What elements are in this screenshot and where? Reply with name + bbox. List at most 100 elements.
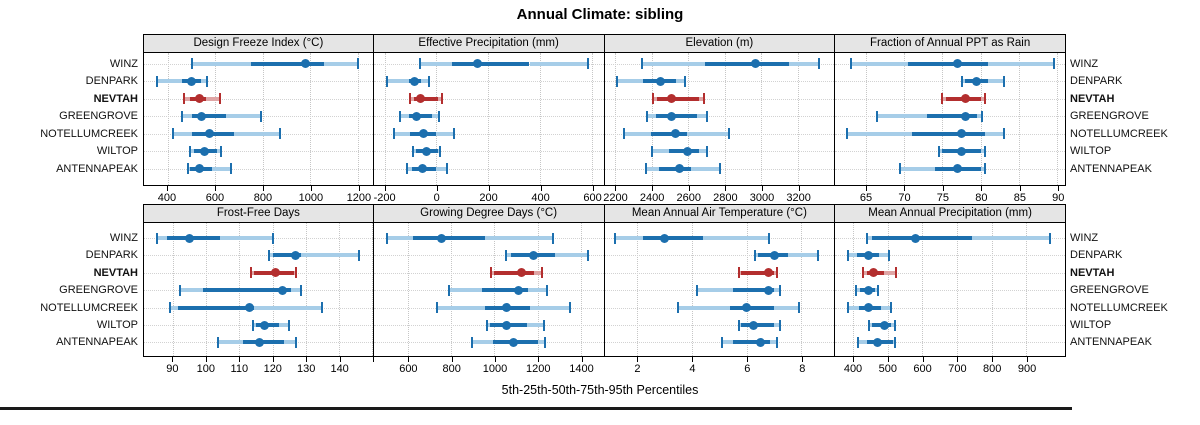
median-dot xyxy=(666,94,676,103)
axis-tick xyxy=(310,186,312,191)
percentile-band xyxy=(988,79,1004,83)
gridline-horizontal xyxy=(604,81,835,82)
percentile-band xyxy=(284,340,296,345)
percentile-band xyxy=(506,253,511,258)
axis-tick-label: 85 xyxy=(1013,192,1026,204)
gridline-vertical xyxy=(637,223,639,356)
axis-tick-label: 800 xyxy=(983,363,1002,375)
whisker-cap xyxy=(753,249,756,261)
gridline-vertical xyxy=(215,53,217,185)
whisker-cap xyxy=(737,319,740,331)
axis-tick-label: 110 xyxy=(230,363,249,375)
gridline-vertical xyxy=(488,53,490,185)
median-dot xyxy=(501,303,511,313)
panel-plot xyxy=(373,53,605,186)
median-dot xyxy=(957,129,967,138)
percentile-band xyxy=(201,79,207,83)
axis-tick xyxy=(798,186,800,191)
axis-tick xyxy=(1027,357,1029,362)
whisker-cap xyxy=(855,284,858,296)
percentile-band xyxy=(216,149,222,153)
gridline-vertical xyxy=(651,53,653,185)
median-dot xyxy=(196,111,206,121)
percentile-band xyxy=(252,323,257,327)
percentile-band xyxy=(697,114,707,118)
percentile-band xyxy=(437,149,441,153)
bottom-rule xyxy=(0,407,1072,410)
whisker-cap xyxy=(490,267,493,279)
gridline-vertical xyxy=(580,223,582,356)
axis-tick-label: 600 xyxy=(399,363,418,375)
axis-tick xyxy=(172,357,174,362)
gridline-vertical xyxy=(801,223,803,356)
axis-tick xyxy=(904,186,906,191)
axis-tick-label: 1400 xyxy=(569,363,594,375)
whisker-cap xyxy=(616,75,619,87)
percentile-band xyxy=(868,323,872,327)
percentile-band xyxy=(169,305,179,310)
whisker-cap xyxy=(357,58,359,69)
median-dot xyxy=(660,233,670,243)
whisker-cap xyxy=(646,110,649,122)
axis-tick-label: 75 xyxy=(936,192,950,204)
site-label-left: ANTENNAPEAK xyxy=(56,336,138,349)
axis-tick-label: 1200 xyxy=(346,192,372,204)
median-dot xyxy=(204,129,214,138)
whisker-cap xyxy=(551,232,554,244)
percentile-band xyxy=(787,253,818,258)
gridline-vertical xyxy=(591,53,593,185)
percentile-band xyxy=(254,305,323,310)
panel-row: Design Freeze Index (°C) 400 600 800 1000 120… xyxy=(143,34,1066,208)
percentile-band xyxy=(988,61,1054,66)
percentile-band xyxy=(386,236,413,240)
percentile-band xyxy=(451,61,530,66)
percentile-band xyxy=(537,340,546,345)
percentile-band xyxy=(699,96,704,101)
gridline-vertical xyxy=(1057,53,1059,185)
axis-tick xyxy=(488,186,490,191)
whisker-cap xyxy=(220,145,223,157)
whisker-cap xyxy=(427,75,430,87)
percentile-band xyxy=(191,114,227,118)
median-dot xyxy=(412,111,422,121)
whisker-cap xyxy=(385,232,388,244)
median-dot xyxy=(742,303,752,313)
whisker-cap xyxy=(1049,232,1052,244)
whisker-cap xyxy=(876,110,879,122)
percentile-band xyxy=(419,61,452,66)
gridline-horizontal xyxy=(835,325,1065,326)
percentile-band xyxy=(529,61,588,66)
axis-tick-label: 70 xyxy=(898,192,911,204)
percentile-band xyxy=(675,79,685,83)
gridline-horizontal xyxy=(604,272,835,274)
whisker-cap xyxy=(983,163,986,174)
percentile-band xyxy=(172,131,192,136)
percentile-band xyxy=(534,270,542,275)
axis-tick xyxy=(981,186,983,191)
whisker-cap xyxy=(183,93,186,104)
percentile-band xyxy=(642,236,703,240)
axis-tick-label: 3200 xyxy=(786,192,811,204)
percentile-band xyxy=(871,236,973,240)
axis-tick-label: 2200 xyxy=(603,192,628,204)
percentile-band xyxy=(205,96,221,101)
gridline-vertical xyxy=(865,53,867,185)
panel-plot xyxy=(604,53,836,186)
percentile-band xyxy=(481,288,528,293)
percentile-band xyxy=(251,270,255,275)
percentile-band xyxy=(436,166,447,171)
gridline-vertical xyxy=(384,53,386,185)
percentile-band xyxy=(972,236,1051,240)
whisker-cap xyxy=(721,336,724,348)
whisker-cap xyxy=(867,319,870,331)
whisker-cap xyxy=(251,319,254,331)
whisker-cap xyxy=(644,163,647,174)
gridline-horizontal xyxy=(373,133,604,135)
percentile-band xyxy=(878,253,890,258)
percentile-band xyxy=(471,340,494,345)
median-dot xyxy=(864,285,874,295)
whisker-cap xyxy=(937,145,940,157)
whisker-cap xyxy=(171,128,174,139)
panel: Elevation (m) 2200 2400 2600 2800 3000 3200 xyxy=(603,34,836,208)
